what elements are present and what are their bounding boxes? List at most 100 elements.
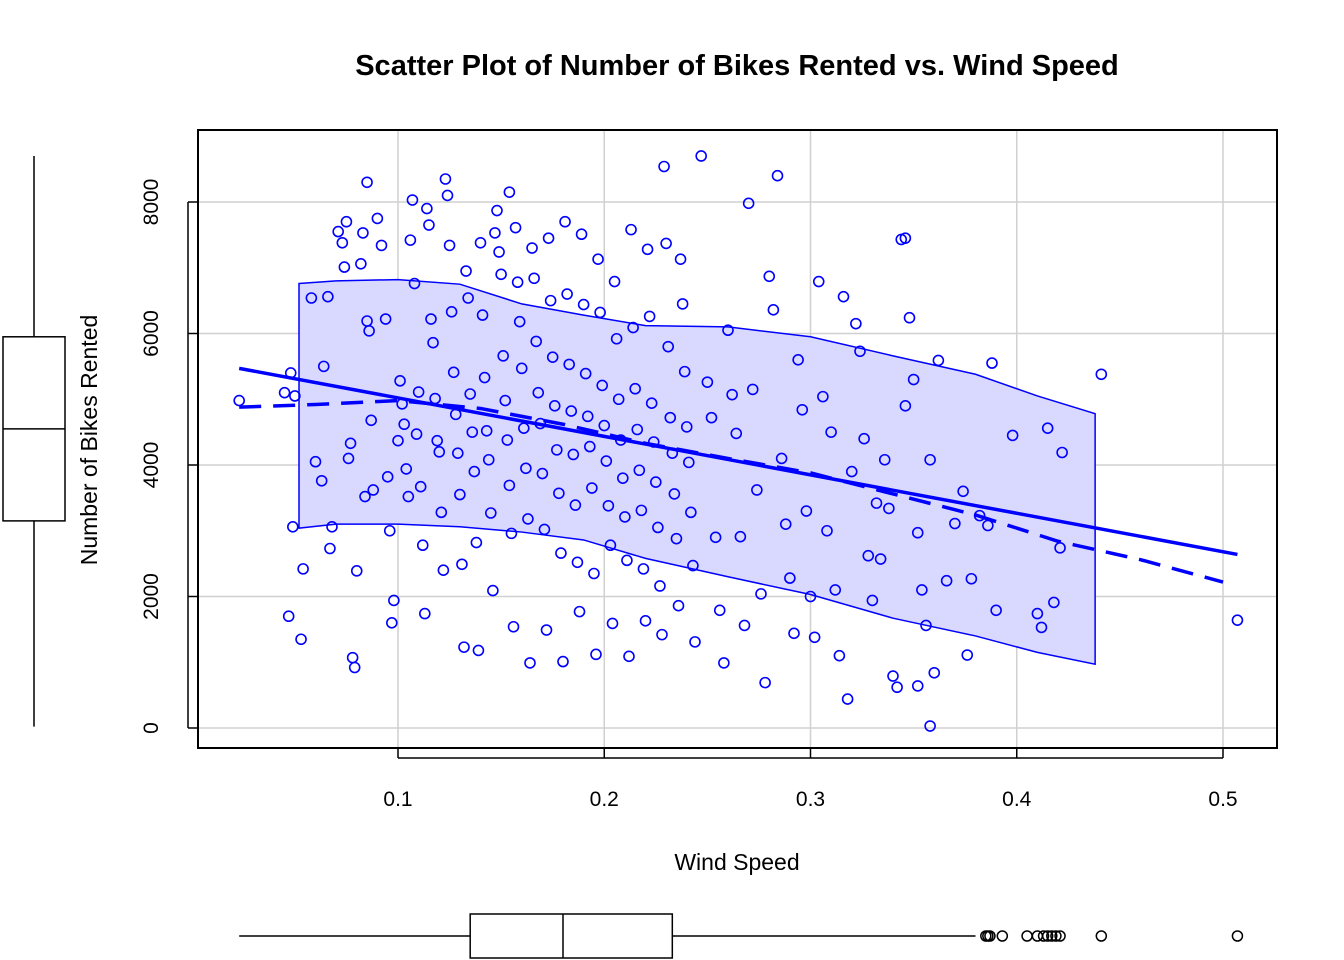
data-point — [513, 315, 526, 328]
data-point — [381, 471, 394, 483]
data-point — [474, 236, 487, 249]
data-point — [841, 693, 854, 705]
x-tick-label: 0.3 — [796, 788, 825, 811]
data-point — [357, 227, 369, 239]
data-point — [233, 394, 245, 407]
data-point — [1041, 422, 1054, 434]
data-point — [623, 650, 635, 663]
data-point — [903, 311, 916, 324]
data-point — [472, 644, 485, 657]
data-point — [526, 242, 538, 254]
data-point — [501, 434, 514, 446]
data-point — [379, 313, 392, 325]
data-point — [808, 631, 821, 644]
data-point — [392, 434, 404, 447]
data-point — [878, 453, 891, 466]
data-point — [289, 390, 301, 402]
data-point — [924, 720, 936, 732]
data-point — [544, 294, 557, 307]
data-point — [515, 362, 528, 375]
data-point — [423, 219, 435, 231]
data-point — [742, 197, 755, 210]
x-tick-label: 0.5 — [1208, 788, 1237, 811]
data-point — [986, 357, 998, 369]
data-point — [524, 657, 536, 669]
data-point — [489, 227, 501, 239]
data-point — [507, 620, 520, 633]
data-point — [759, 676, 771, 689]
data-point — [538, 523, 551, 536]
data-point — [315, 474, 328, 487]
data-point — [664, 411, 677, 424]
data-point — [602, 499, 615, 512]
x-axis-ticks: 0.1 0.2 0.3 0.4 0.5 — [383, 748, 1238, 811]
data-point — [340, 215, 353, 228]
data-point — [672, 599, 685, 612]
data-point — [350, 565, 363, 577]
data-point — [493, 246, 505, 258]
data-point — [625, 223, 637, 236]
data-point — [676, 298, 689, 310]
data-point — [792, 353, 804, 366]
data-point — [627, 321, 639, 334]
x-box-outlier — [1231, 930, 1244, 942]
data-point — [579, 367, 592, 380]
data-point — [887, 670, 899, 682]
data-point — [837, 290, 850, 303]
x-tick-label: 0.2 — [590, 788, 619, 811]
data-point — [441, 189, 454, 202]
data-point — [344, 437, 357, 450]
data-point — [365, 414, 377, 427]
data-point — [386, 616, 398, 629]
plot-frame — [197, 129, 1278, 749]
data-point — [443, 239, 456, 252]
data-point — [621, 554, 633, 567]
data-point — [639, 615, 652, 627]
data-point — [546, 351, 559, 363]
data-point — [631, 423, 644, 436]
data-point — [400, 463, 413, 475]
x-box-outlier — [1046, 930, 1058, 942]
y-tick-label: 6000 — [140, 310, 163, 357]
data-point — [410, 428, 423, 440]
x-box-outlier — [984, 930, 996, 942]
data-point — [355, 258, 367, 270]
data-point — [284, 367, 297, 379]
data-point — [532, 386, 545, 399]
data-point — [491, 204, 503, 217]
x-box-outlier — [1095, 930, 1108, 942]
data-point — [755, 588, 767, 600]
data-point — [503, 186, 516, 198]
data-point — [464, 388, 476, 400]
data-point — [858, 432, 870, 445]
data-point — [730, 427, 743, 440]
data-point — [408, 277, 421, 290]
data-point — [482, 453, 495, 466]
data-point — [678, 365, 691, 378]
data-point — [633, 464, 646, 477]
data-point — [788, 627, 800, 640]
data-point — [542, 232, 555, 244]
data-point — [342, 452, 355, 465]
data-point — [495, 268, 507, 281]
smoother-line — [239, 398, 1224, 584]
data-point — [713, 604, 726, 617]
data-point — [416, 539, 429, 552]
data-point — [565, 405, 578, 417]
x-boxplot — [239, 913, 1244, 959]
data-point — [612, 393, 625, 406]
data-point — [685, 506, 697, 519]
prediction-band-area — [298, 278, 1096, 666]
data-point — [435, 506, 448, 519]
data-point — [346, 651, 359, 664]
data-point — [606, 617, 619, 630]
data-point — [383, 524, 396, 537]
data-point — [932, 354, 945, 367]
data-point — [485, 507, 497, 519]
data-point — [503, 479, 516, 492]
x-box-body — [469, 913, 674, 959]
data-point — [326, 521, 338, 533]
data-point — [361, 176, 373, 189]
data-point — [505, 527, 518, 540]
data-point — [584, 440, 596, 453]
